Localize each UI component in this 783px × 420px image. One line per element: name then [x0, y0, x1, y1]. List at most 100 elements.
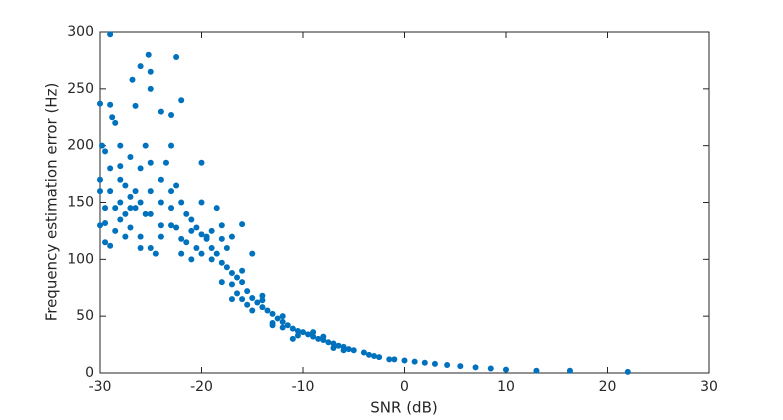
scatter-point: [228, 281, 235, 288]
scatter-point: [193, 224, 200, 231]
scatter-point: [117, 199, 124, 206]
scatter-point: [137, 63, 144, 70]
scatter-point: [315, 335, 322, 342]
scatter-point: [279, 324, 286, 331]
scatter-point: [117, 142, 124, 149]
scatter-point: [97, 222, 103, 229]
scatter-point: [259, 297, 266, 304]
scatter-point: [305, 331, 312, 338]
scatter-point: [97, 100, 103, 107]
scatter-point: [335, 342, 342, 349]
scatter-point: [239, 221, 246, 228]
scatter-point: [147, 68, 154, 75]
scatter-point: [162, 159, 169, 166]
scatter-point: [360, 349, 367, 356]
scatter-point: [421, 359, 428, 366]
scatter-point: [391, 356, 398, 363]
scatter-point: [300, 329, 306, 336]
scatter-point: [218, 222, 225, 229]
scatter-point: [112, 119, 119, 126]
scatter-point: [386, 356, 393, 363]
scatter-point: [129, 76, 136, 83]
scatter-point: [188, 216, 195, 223]
scatter-point: [157, 233, 164, 240]
scatter-point: [431, 360, 438, 367]
scatter-point: [137, 233, 144, 240]
scatter-point: [193, 244, 200, 251]
scatter-point: [178, 250, 185, 257]
scatter-point: [223, 264, 230, 271]
y-tick-label: 0: [85, 365, 94, 381]
scatter-point: [183, 210, 190, 217]
scatter-point: [254, 299, 261, 306]
scatter-point: [244, 288, 251, 295]
y-tick-label: 150: [67, 195, 94, 211]
x-axis-label: SNR (dB): [370, 399, 437, 417]
x-tick-label: 10: [497, 379, 515, 395]
scatter-point: [401, 357, 408, 364]
scatter-point: [223, 244, 230, 251]
scatter-point: [157, 199, 164, 206]
scatter-point: [117, 216, 124, 223]
plot-area: [99, 31, 710, 374]
scatter-point: [102, 205, 109, 212]
scatter-point: [137, 199, 144, 206]
scatter-point: [269, 319, 276, 326]
x-tick-label: 0: [400, 379, 409, 395]
scatter-point: [472, 364, 479, 371]
scatter-point: [310, 333, 317, 340]
scatter-point: [157, 176, 164, 183]
scatter-point: [325, 339, 332, 346]
scatter-point: [142, 210, 149, 217]
scatter-point: [503, 366, 509, 373]
scatter-point: [289, 335, 296, 342]
scatter-point: [168, 188, 175, 195]
scatter-point: [198, 159, 205, 166]
scatter-point: [147, 244, 154, 251]
scatter-point: [168, 205, 175, 212]
scatter-point: [142, 142, 149, 149]
x-tick-label: -30: [89, 379, 112, 395]
scatter-point: [99, 142, 106, 149]
y-tick-label: 300: [67, 24, 94, 40]
x-tick-label: -10: [292, 379, 315, 395]
scatter-point: [102, 239, 109, 246]
scatter-point: [127, 205, 134, 212]
scatter-point: [178, 97, 185, 104]
scatter-point: [218, 259, 225, 266]
scatter-point: [208, 256, 215, 263]
scatter-point: [259, 292, 266, 299]
scatter-point: [289, 325, 296, 332]
scatter-point: [376, 354, 383, 361]
scatter-point: [239, 279, 246, 286]
scatter-point: [107, 165, 114, 172]
scatter-point: [198, 199, 205, 206]
scatter-point: [264, 307, 271, 314]
scatter-point: [411, 358, 418, 365]
scatter-point: [168, 142, 175, 149]
scatter-point: [487, 365, 494, 372]
scatter-point: [137, 244, 144, 251]
scatter-point: [239, 296, 246, 303]
scatter-point: [533, 367, 540, 374]
scatter-point: [208, 227, 215, 234]
scatter-point: [457, 363, 464, 370]
x-tick-label: 20: [599, 379, 617, 395]
scatter-point: [188, 256, 195, 263]
scatter-point: [132, 205, 139, 212]
scatter-point: [173, 54, 180, 61]
scatter-point: [350, 347, 357, 354]
scatter-point: [147, 159, 154, 166]
scatter-point: [157, 108, 164, 115]
scatter-point: [365, 351, 372, 358]
x-tick-label: -20: [190, 379, 213, 395]
scatter-point: [107, 242, 114, 249]
scatter-point: [109, 114, 116, 121]
scatter-point: [157, 222, 164, 229]
scatter-point: [269, 310, 276, 317]
x-tick-label: 30: [700, 379, 718, 395]
scatter-point: [122, 210, 129, 217]
scatter-point: [274, 315, 281, 322]
scatter-point: [330, 344, 337, 351]
scatter-point: [624, 368, 631, 375]
